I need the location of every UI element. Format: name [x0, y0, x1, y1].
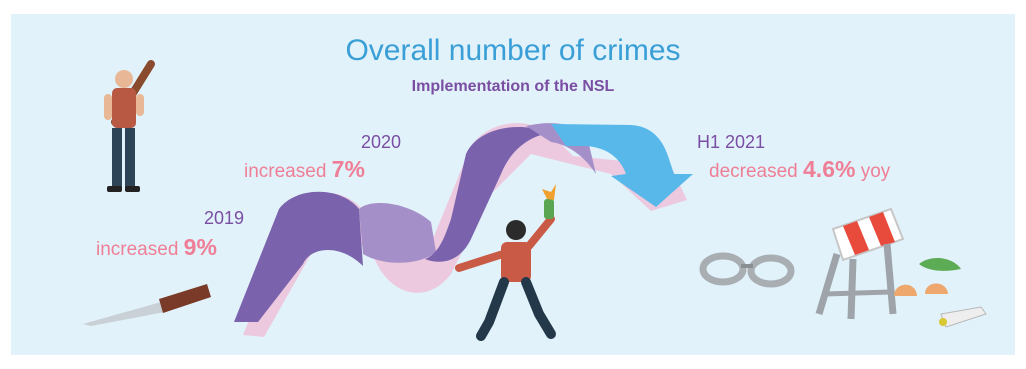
ribbon-fold-1 [359, 203, 436, 263]
change-label-h1-2021: decreased 4.6% yoy [709, 156, 890, 183]
chart-title: Overall number of crimes [345, 34, 681, 67]
change-label-2019: increased 9% [96, 234, 217, 261]
egg-shell-icon [894, 283, 948, 296]
period-label-2020: 2020 [361, 132, 402, 152]
change-label-2020: increased 7% [244, 156, 365, 183]
knife-icon [83, 284, 211, 326]
period-label-h1-2021: H1 2021 [697, 132, 766, 152]
change-prefix: increased [96, 239, 184, 260]
ribbon-arrow-decrease [551, 124, 693, 207]
ribbon-segment-2019 [234, 191, 363, 322]
trend-ribbon-graphic [83, 60, 987, 341]
change-value: 7% [331, 156, 365, 182]
change-suffix: yoy [855, 161, 891, 182]
change-value: 4.6% [803, 156, 856, 182]
rioter-with-molotov-icon [455, 184, 556, 341]
chart-subtitle: Implementation of the NSL [411, 78, 615, 95]
change-prefix: increased [244, 161, 332, 182]
ribbon-segment-2020 [425, 127, 556, 262]
period-label-2019: 2019 [204, 208, 245, 228]
thug-with-bat-icon [104, 60, 155, 192]
change-value: 9% [183, 234, 217, 260]
vegetable-icon [919, 257, 987, 328]
broken-barricade-icon [815, 207, 905, 320]
change-prefix: decreased [709, 161, 804, 182]
infographic-panel: Overall number of crimes Implementation … [11, 14, 1015, 355]
handcuffs-icon [699, 252, 795, 288]
